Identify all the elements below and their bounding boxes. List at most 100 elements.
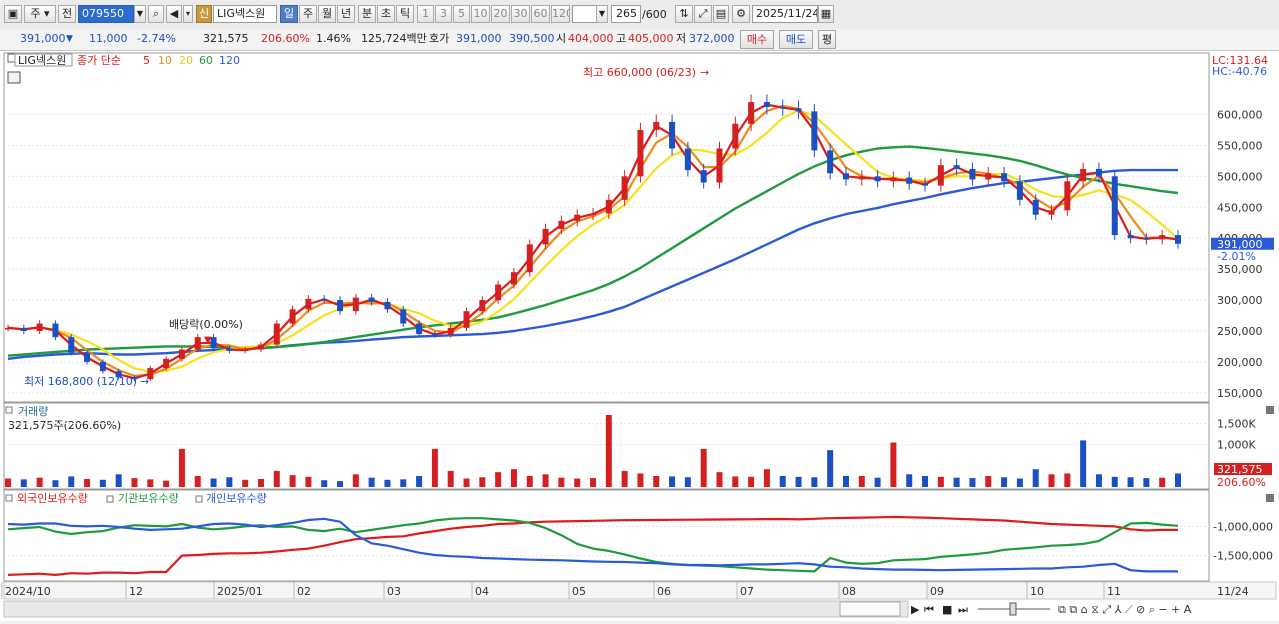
ma-legend-120: 120	[219, 54, 240, 67]
candle-body	[52, 323, 59, 338]
volume-value-label: 321,575주(206.60%)	[8, 419, 121, 432]
turnover-rate: 1.46%	[316, 32, 351, 45]
candle-body	[906, 177, 913, 184]
candle-body	[1016, 181, 1023, 200]
speaker-dropdown-icon[interactable]: ▾	[183, 5, 193, 23]
chart-settings-icon[interactable]: ▣	[4, 5, 22, 23]
candle-body	[479, 300, 486, 312]
volume-bar	[732, 476, 739, 487]
rewind-icon[interactable]: ⏮	[924, 603, 934, 616]
candle-body	[36, 323, 43, 331]
stock-name-field[interactable]: LIG넥스원	[213, 5, 277, 23]
interval-5-button[interactable]: 5	[453, 5, 470, 23]
x-tick-label: 04	[475, 585, 489, 598]
buy-button[interactable]: 매수	[740, 30, 774, 49]
stop-icon[interactable]: ■	[942, 603, 952, 616]
compare-icon[interactable]: ⇅	[675, 5, 693, 23]
chart-svg: LIG넥스원 종가 단순 5 10 20 60 120 최고 660,000 (…	[1, 52, 1277, 618]
volume-bar	[937, 476, 944, 487]
search-icon[interactable]: ⌕	[148, 5, 164, 23]
candle-body	[526, 244, 533, 273]
investor-axis	[1210, 490, 1276, 581]
volume-bar	[558, 477, 565, 487]
avg-button[interactable]: 평	[818, 30, 836, 49]
volume-panel-icon[interactable]	[5, 406, 13, 414]
interval-120-button[interactable]: 120	[551, 5, 570, 23]
play-icon[interactable]: ▶	[911, 603, 920, 616]
volume-bar	[1032, 469, 1039, 487]
type-select[interactable]: 전	[58, 5, 76, 23]
code-input[interactable]: 079550	[78, 5, 134, 23]
price-grid	[4, 113, 1209, 394]
volume-bar	[874, 477, 881, 487]
volume-bar	[858, 475, 865, 487]
sell-button[interactable]: 매도	[779, 30, 813, 49]
volume-close-icon[interactable]	[1266, 406, 1274, 414]
interval-3-button[interactable]: 3	[435, 5, 452, 23]
volume-bar	[827, 450, 834, 487]
candle-body	[1095, 168, 1102, 177]
interval-20-button[interactable]: 20	[491, 5, 510, 23]
period-minute-button[interactable]: 분	[358, 5, 376, 23]
candle-body	[1127, 235, 1134, 239]
candle-body	[700, 170, 707, 183]
volume-bar	[1048, 474, 1055, 487]
grid-toggle-icon[interactable]	[7, 71, 21, 84]
hc-label: HC:-40.76	[1212, 65, 1267, 78]
period-day-button[interactable]: 일	[280, 5, 298, 23]
institution-holding-line	[7, 517, 1179, 573]
zoom-slider-handle[interactable]	[1009, 602, 1017, 616]
candle-body	[400, 309, 407, 324]
candle-body	[368, 297, 375, 302]
calendar-icon[interactable]: ▦	[818, 5, 834, 23]
investor-panel-icon[interactable]	[5, 494, 13, 502]
candle-body	[842, 173, 849, 180]
volume-tick-label: 1,000K	[1217, 439, 1256, 452]
save-icon[interactable]: ▤	[713, 5, 729, 23]
candle-body	[858, 176, 865, 180]
interval-30-button[interactable]: 30	[511, 5, 530, 23]
forward-icon[interactable]: ⏭	[958, 603, 968, 616]
candle-body	[1175, 235, 1181, 244]
volume-ratio: 206.60%	[261, 32, 310, 45]
period-week-button[interactable]: 주	[299, 5, 317, 23]
gear-icon[interactable]: ⚙	[732, 5, 750, 23]
trend-tool-icon[interactable]: ⤢	[694, 5, 712, 23]
period-month-button[interactable]: 월	[318, 5, 336, 23]
volume-bar	[305, 476, 312, 487]
volume-bar	[653, 475, 660, 487]
horizontal-scrollbar[interactable]	[3, 600, 909, 618]
candle-body	[463, 311, 470, 328]
interval-1-button[interactable]: 1	[417, 5, 434, 23]
volume-bar	[526, 475, 533, 487]
period-second-button[interactable]: 초	[377, 5, 395, 23]
speaker-icon[interactable]: ◀	[166, 5, 182, 23]
interval-dropdown-icon[interactable]: ▼	[596, 5, 608, 23]
candle-body	[1032, 199, 1039, 215]
interval-10-button[interactable]: 10	[471, 5, 490, 23]
volume-bar	[637, 473, 644, 487]
price-tick-label: 450,000	[1217, 201, 1263, 214]
toolbar: ▣ 주 ▾ 전 079550 ▼ ⌕ ◀ ▾ 신 LIG넥스원 일 주 월 년 …	[0, 0, 1279, 30]
candle-body	[416, 323, 423, 335]
count-input[interactable]: 265	[611, 5, 641, 23]
volume-bar	[289, 475, 296, 487]
volume-bar	[337, 481, 344, 487]
scroll-thumb[interactable]	[839, 601, 901, 617]
market-select[interactable]: 주 ▾	[24, 5, 56, 23]
volume-bar	[384, 479, 391, 487]
investor-close-icon[interactable]	[1266, 494, 1274, 502]
period-tick-button[interactable]: 틱	[396, 5, 414, 23]
trade-volume: 321,575	[203, 32, 249, 45]
candle-body	[937, 165, 944, 186]
period-year-button[interactable]: 년	[337, 5, 355, 23]
candle-body	[431, 334, 438, 336]
date-input[interactable]: 2025/11/24	[752, 5, 818, 23]
candle-body	[1064, 181, 1071, 211]
volume-bar	[178, 448, 185, 487]
interval-60-button[interactable]: 60	[531, 5, 550, 23]
code-dropdown-icon[interactable]: ▼	[134, 5, 146, 23]
candle-body	[811, 111, 818, 151]
tool-icons[interactable]: ⧉ ⧉ ⌂ ⧖ ⤢ ⅄ ⟋ ⊘ ⌕ − + A	[1058, 603, 1192, 616]
candle-body	[1048, 210, 1055, 215]
